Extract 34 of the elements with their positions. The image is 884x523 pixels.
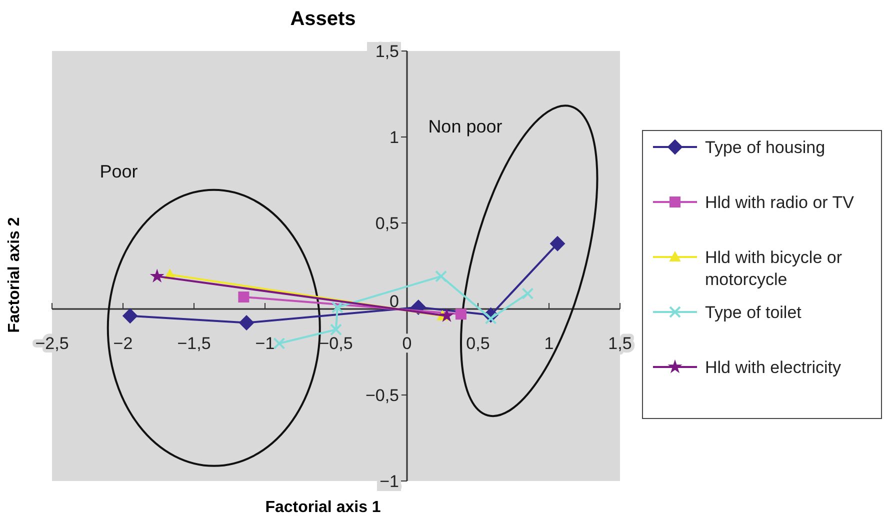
point xyxy=(331,301,344,314)
annotation: Poor xyxy=(100,161,138,182)
point xyxy=(122,308,138,324)
point xyxy=(435,270,448,282)
y-axis-title: Factorial axis 2 xyxy=(6,216,24,335)
point xyxy=(238,291,250,302)
legend-label: Hld with electricity xyxy=(705,357,842,379)
point xyxy=(330,324,342,336)
y-tick-label: 0,5 xyxy=(375,214,399,233)
x-axis-title: Factorial axis 1 xyxy=(264,499,382,517)
x-tick-label: −2 xyxy=(113,334,133,353)
point xyxy=(239,315,254,330)
y-tick-label: −1 xyxy=(380,472,399,491)
legend-label: Hld with radio or TV xyxy=(705,192,854,214)
point xyxy=(550,236,566,252)
x-tick-label: −0,5 xyxy=(319,334,353,353)
annotation: Non poor xyxy=(428,116,502,137)
point xyxy=(455,308,466,320)
chart-title: Assets xyxy=(289,8,357,31)
x-tick-label: −1 xyxy=(255,334,275,353)
x-tick-label: −2,5 xyxy=(35,334,69,353)
legend-label: Type of toilet xyxy=(705,302,802,324)
point xyxy=(273,337,286,350)
legend-label: Hld with bicycle or motorcycle xyxy=(705,247,843,291)
y-tick-label: −0,5 xyxy=(365,386,399,405)
x-tick-label: 0,5 xyxy=(466,334,490,353)
x-tick-label: 1,5 xyxy=(608,334,632,353)
y-tick-label: 1,5 xyxy=(375,42,399,61)
x-tick-label: −1,5 xyxy=(177,334,211,353)
y-tick-label: 0 xyxy=(390,292,399,311)
legend-label: Type of housing xyxy=(705,137,826,159)
x-tick-label: 1 xyxy=(544,334,554,353)
y-tick-label: 1 xyxy=(390,128,399,147)
point xyxy=(522,288,534,300)
